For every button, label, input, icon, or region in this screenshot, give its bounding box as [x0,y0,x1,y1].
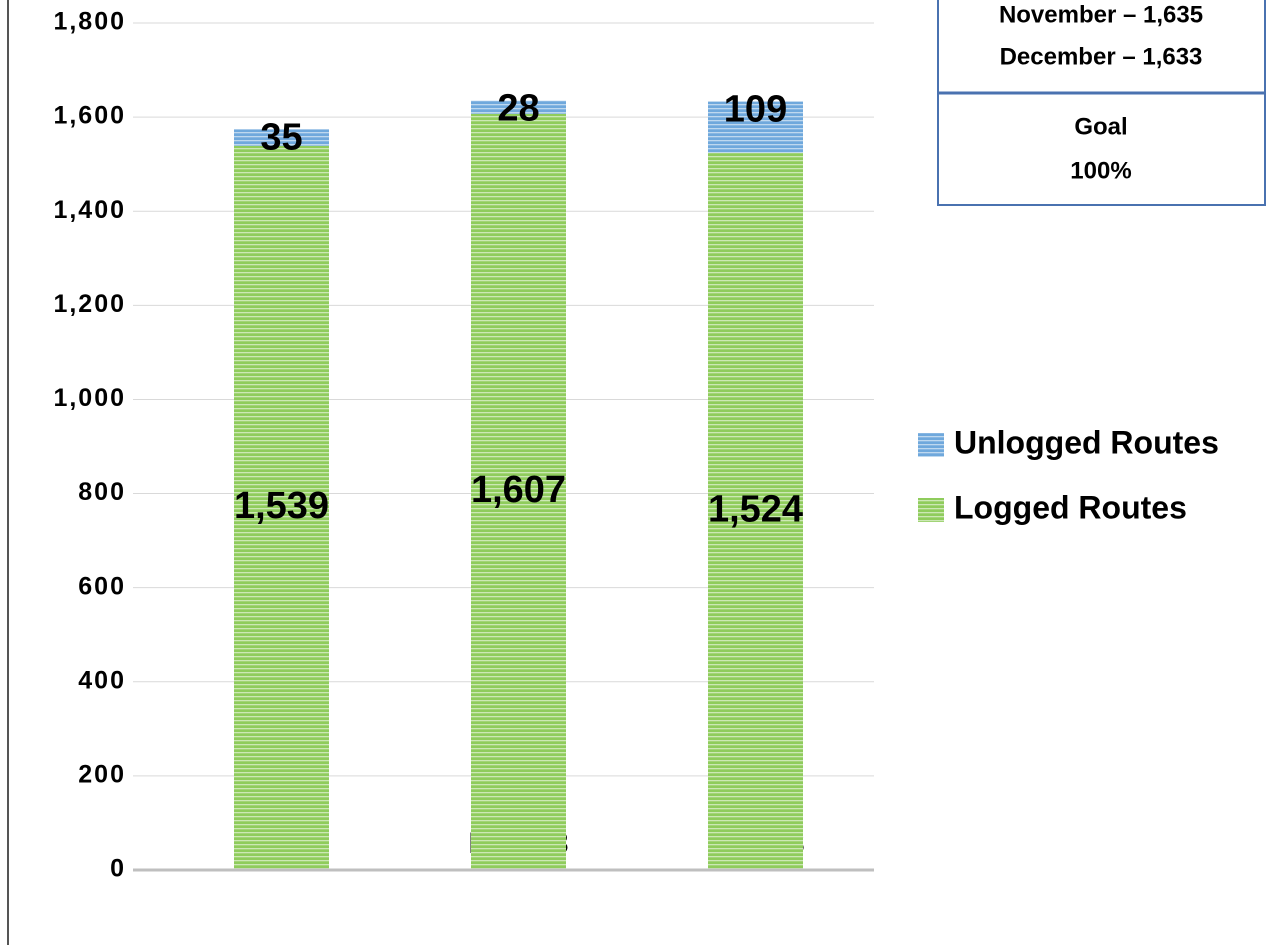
y-tick-label: 400 [78,666,126,694]
y-tick-label: 200 [78,760,126,788]
bar-segment [471,100,566,114]
y-tick-label: 1,400 [53,196,126,224]
bar-segment [234,145,329,870]
bar-segment [234,129,329,146]
annotation: Goal [1074,113,1127,140]
legend-label: Logged Routes [954,489,1187,525]
legend-label: Unlogged Routes [954,424,1219,460]
bar-segment [708,101,803,153]
y-tick-label: 600 [78,572,126,600]
legend-swatch [918,433,944,457]
annotation: 100% [1070,157,1131,184]
data-label: 1,539 [234,485,329,527]
y-tick-label: 800 [78,478,126,506]
y-tick-label: 1,200 [53,290,126,318]
y-tick-label: 1,000 [53,384,126,412]
bar-segment [471,113,566,871]
legend-swatch [918,498,944,522]
data-label: 28 [497,88,539,130]
y-tick-label: 1,600 [53,102,126,130]
annotation: December – 1,633 [1000,43,1203,70]
y-tick-label: 0 [110,855,126,883]
data-label: 109 [724,89,787,131]
annotation-box [937,0,1266,206]
annotation: November – 1,635 [999,1,1203,28]
y-tick-label: 1,800 [53,8,126,36]
data-label: 1,524 [708,488,803,530]
bar-segment [708,152,803,870]
data-label: 35 [260,116,302,158]
data-label: 1,607 [471,469,566,511]
